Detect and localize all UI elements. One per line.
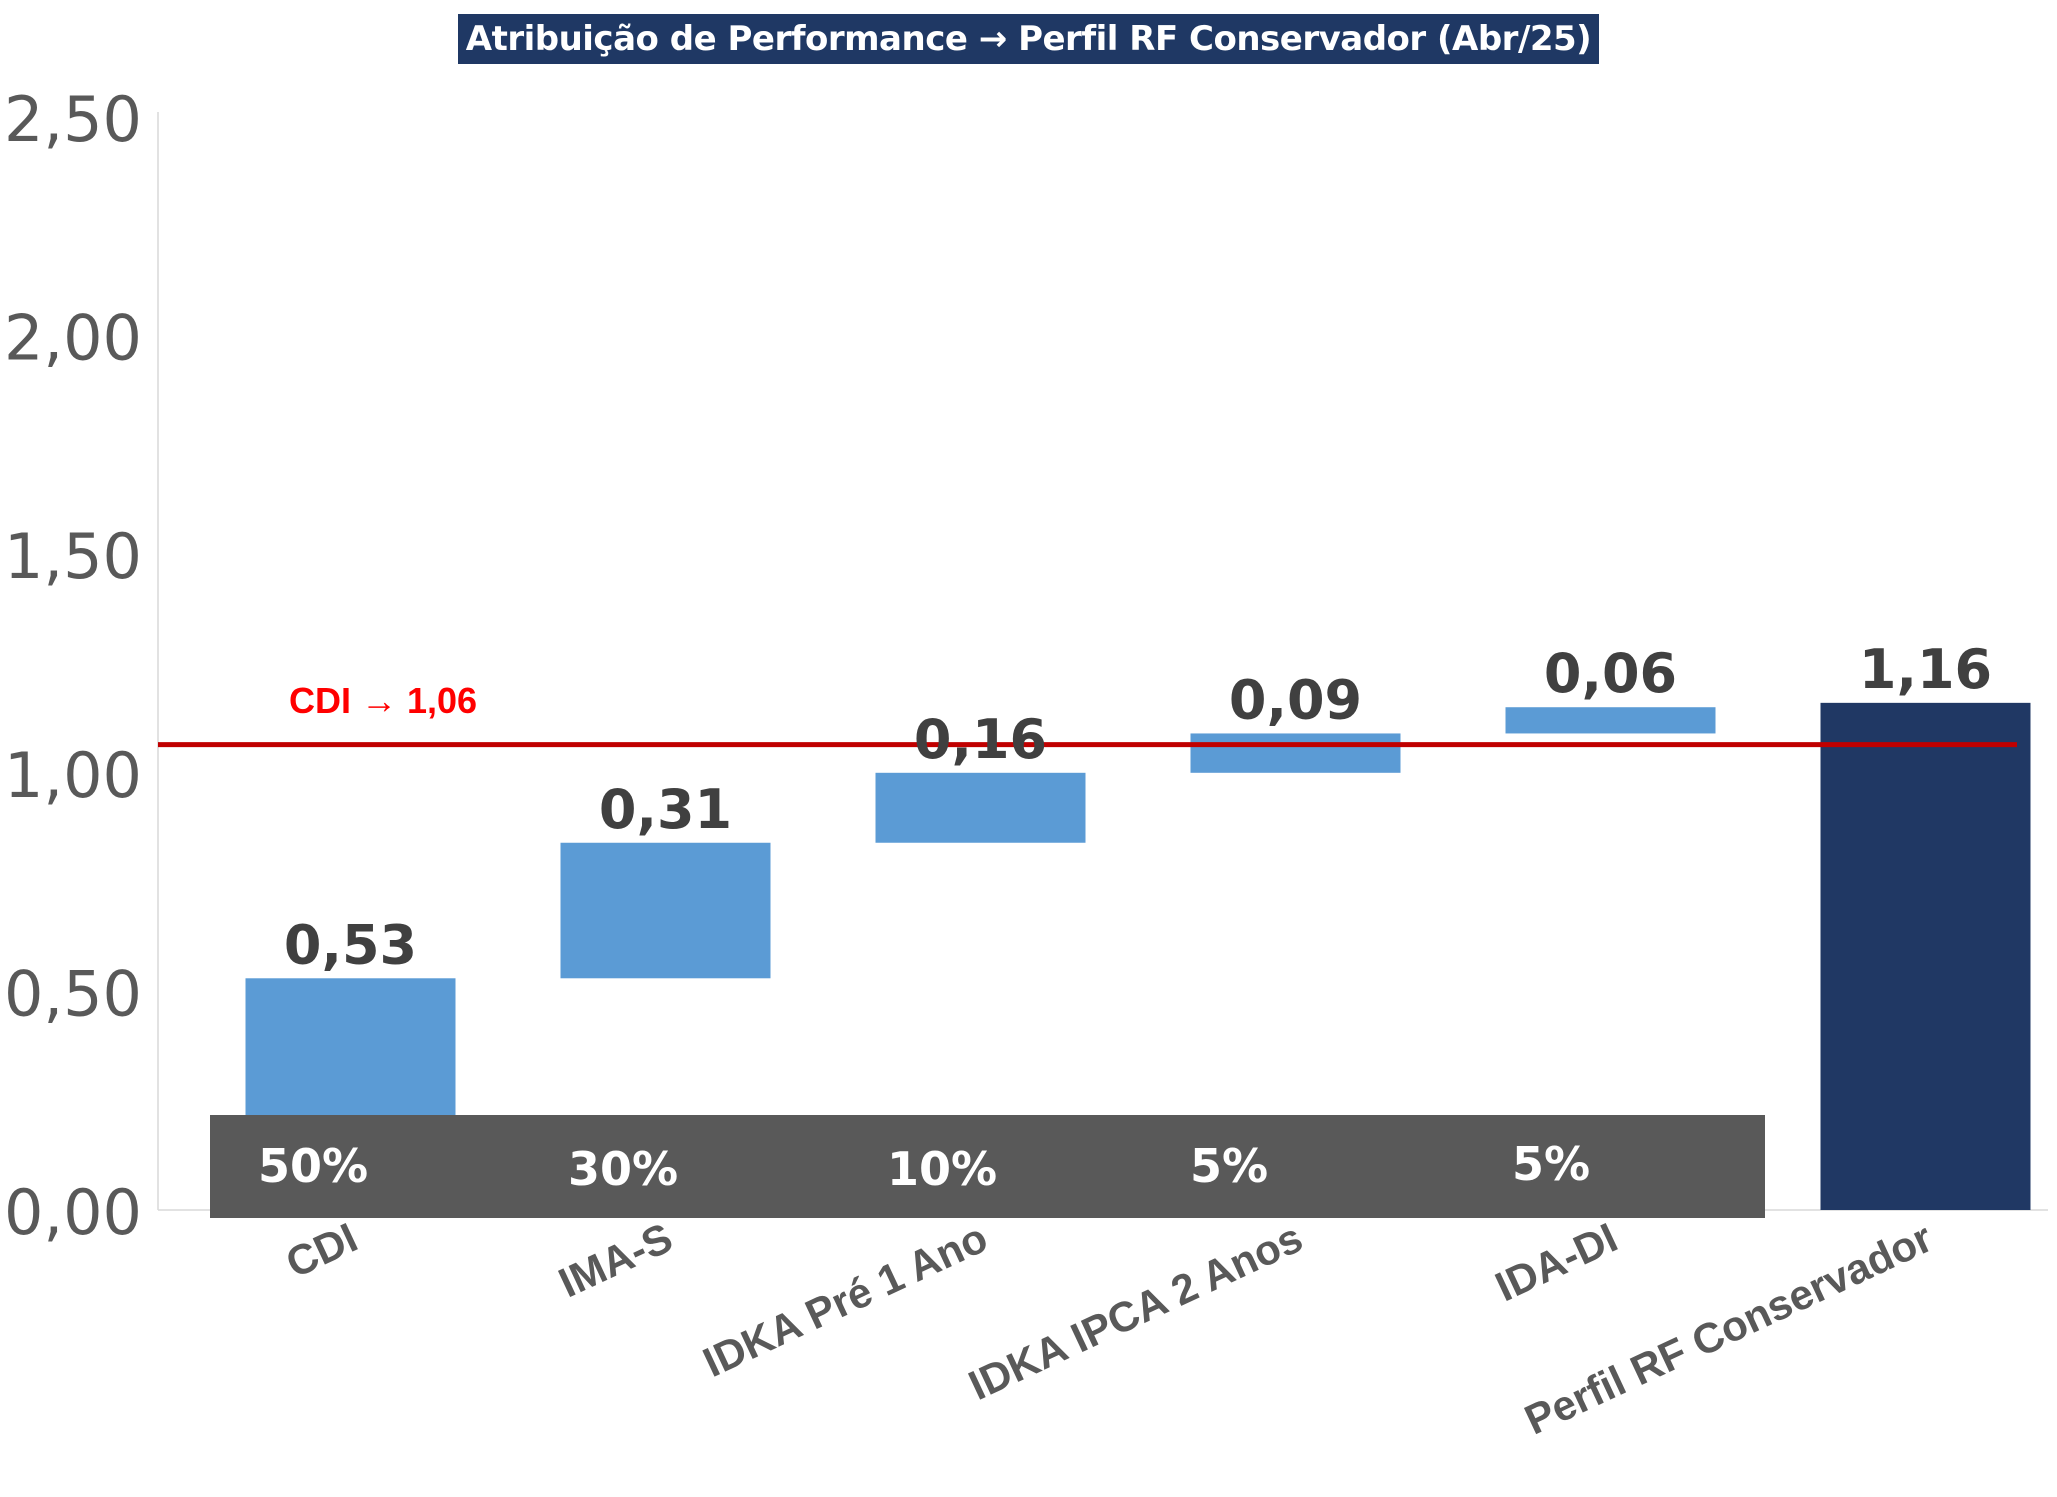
y-tick-label: 2,50 [4, 83, 142, 156]
x-category-label: CDI [279, 1214, 364, 1287]
value-label: 0,53 [284, 913, 417, 976]
cdi-reference-label: CDI → 1,06 [289, 680, 477, 721]
contribution-bar [875, 772, 1086, 843]
x-category-label: IDKA IPCA 2 Anos [962, 1214, 1310, 1409]
total-bar [1820, 702, 2031, 1210]
contribution-bar [560, 842, 771, 979]
value-label: 1,16 [1859, 638, 1992, 701]
weights-band [210, 1115, 1765, 1218]
weight-label: 5% [1190, 1139, 1268, 1193]
chart-title: Atribuição de Performance → Perfil RF Co… [457, 14, 1600, 64]
value-label: 0,31 [599, 778, 732, 841]
value-label: 0,06 [1544, 642, 1677, 705]
weight-label: 50% [258, 1139, 368, 1193]
y-tick-label: 0,00 [4, 1176, 142, 1249]
contribution-bar [1505, 707, 1716, 734]
weight-label: 5% [1512, 1137, 1590, 1191]
value-label: 0,09 [1229, 668, 1362, 731]
y-tick-label: 0,50 [4, 957, 142, 1030]
weight-label: 10% [887, 1142, 997, 1196]
weight-label: 30% [568, 1142, 678, 1196]
x-category-label: IDKA Pré 1 Ano [696, 1214, 994, 1386]
x-category-label: IMA-S [552, 1214, 680, 1307]
x-category-label: IDA-DI [1488, 1214, 1624, 1311]
contribution-bar [1190, 733, 1401, 773]
y-tick-label: 1,50 [4, 520, 142, 593]
y-tick-label: 2,00 [4, 302, 142, 375]
value-label: 0,16 [914, 708, 1047, 771]
y-tick-label: 1,00 [4, 739, 142, 812]
